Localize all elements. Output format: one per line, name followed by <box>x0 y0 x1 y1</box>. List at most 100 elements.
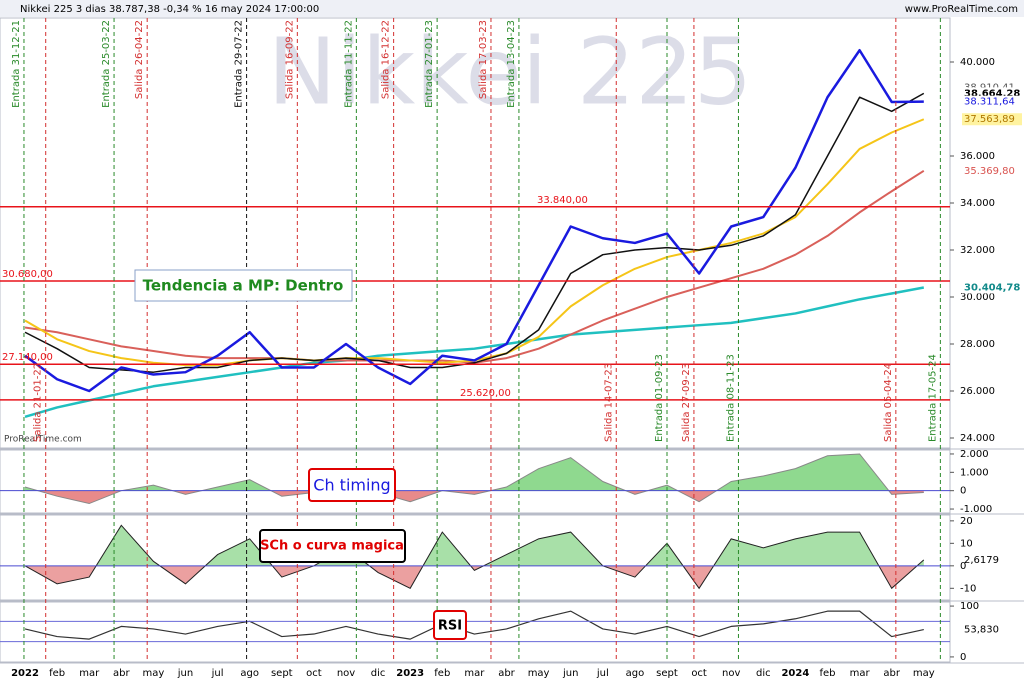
series-line <box>24 48 924 393</box>
series-line <box>24 92 925 373</box>
header-bar <box>0 0 1024 17</box>
series-line <box>24 610 924 640</box>
panel-plot <box>24 453 924 505</box>
y-tick-label: 26.000 <box>960 386 995 397</box>
price-tag: 38.664,28 <box>964 88 1020 99</box>
x-tick-label: may <box>913 668 935 679</box>
plot-layer: 24.000 26.000 28.000 30.000 32.000 34.000 36.0… <box>0 17 1024 679</box>
series-line <box>24 524 925 590</box>
event-label: Entrada 31-12-21 <box>11 20 22 108</box>
level-label: 30.680,00 <box>2 269 53 280</box>
event-label: Entrada 17-05-24 <box>927 354 938 442</box>
x-tick-label: ago <box>626 668 645 679</box>
y-tick-label: 28.000 <box>960 339 995 350</box>
x-tick-label: dic <box>371 668 386 679</box>
x-tick-label: oct <box>306 668 322 679</box>
price-tag-bg <box>962 113 1022 126</box>
header-site: www.ProRealTime.com <box>905 4 1018 15</box>
x-tick-label: jul <box>211 668 224 679</box>
panel-frame <box>0 514 951 601</box>
y-tick-label: 0 <box>960 561 966 572</box>
x-tick-label: feb <box>49 668 65 679</box>
y-tick-label: -1.000 <box>960 504 992 515</box>
header-title: Nikkei 225 3 dias 38.787,38 -0,34 % 16 m… <box>20 4 319 15</box>
y-tick-label: 2.000 <box>960 449 989 460</box>
price-tag-bg <box>962 164 1022 177</box>
y-tick-label: 36.000 <box>960 151 995 162</box>
panel-label-box <box>308 468 396 502</box>
source: ProRealTime.com <box>4 435 82 445</box>
x-tick-label: abr <box>113 668 130 679</box>
y-tick-label: -10 <box>960 583 976 594</box>
event-label: Salida 14-07-23 <box>603 363 614 442</box>
panel-plot <box>24 524 925 590</box>
x-tick-label: jun <box>177 668 193 679</box>
annotation: Tendencia a MP: Dentro <box>143 277 344 295</box>
panel-frame <box>0 17 951 449</box>
y-tick-label: 34.000 <box>960 198 995 209</box>
x-tick-label: feb <box>434 668 450 679</box>
panel-frame <box>0 601 951 663</box>
x-tick-label: mar <box>464 668 485 679</box>
event-label: Salida 17-03-23 <box>478 20 489 99</box>
event-label: Salida 05-04-24 <box>883 363 894 442</box>
y-tick-label: 0 <box>960 486 966 497</box>
x-tick-label: nov <box>337 668 355 679</box>
x-tick-label: mar <box>850 668 871 679</box>
y-tick-label: 1.000 <box>960 467 989 478</box>
y-tick-label: 100 <box>960 601 979 612</box>
panel-label: Ch timing <box>313 476 390 495</box>
x-tick-label: mar <box>79 668 100 679</box>
level-label: 27.140,00 <box>2 352 53 363</box>
positive-area <box>25 453 924 491</box>
event-label: Entrada 01-09-23 <box>654 354 665 442</box>
negative-area <box>25 490 924 504</box>
event-label: Entrada 13-04-23 <box>506 20 517 108</box>
x-tick-label: jun <box>562 668 578 679</box>
event-label: Entrada 27-01-23 <box>424 20 435 108</box>
x-tick-label: nov <box>722 668 740 679</box>
level-label: 33.840,00 <box>537 195 588 206</box>
event-label: Entrada 29-07-22 <box>234 20 245 108</box>
event-label: Entrada 08-11-23 <box>725 354 736 442</box>
x-tick-label: sept <box>271 668 293 679</box>
panel-label: RSI <box>438 619 462 634</box>
level-label: 25.620,00 <box>460 388 511 399</box>
annotation-box <box>134 269 353 302</box>
x-tick-label: sept <box>656 668 678 679</box>
last-value: 53,830 <box>964 625 999 636</box>
price-tag-bg <box>962 95 1022 108</box>
panel-frame <box>0 449 951 514</box>
x-tick-label: may <box>143 668 165 679</box>
x-tick-label: 2024 <box>781 668 809 679</box>
x-tick-label: oct <box>691 668 707 679</box>
event-label: Salida 16-12-22 <box>381 20 392 99</box>
event-label: Salida 21-01-22 <box>33 363 44 442</box>
y-tick-label: 40.000 <box>960 57 995 68</box>
y-tick-label: 24.000 <box>960 433 995 444</box>
x-tick-label: dic <box>756 668 771 679</box>
x-tick-label: abr <box>883 668 900 679</box>
y-tick-label: 10 <box>960 538 973 549</box>
y-tick-label: 0 <box>960 652 966 663</box>
x-tick-label: 2022 <box>11 668 39 679</box>
event-label: Salida 27-09-23 <box>681 363 692 442</box>
event-label: Entrada 25-03-22 <box>101 20 112 108</box>
panel-plot <box>24 610 924 640</box>
event-label: Entrada 11-11-22 <box>343 20 354 108</box>
x-tick-label: feb <box>819 668 835 679</box>
price-tag: 30.404,78 <box>964 282 1020 293</box>
event-label: Salida 26-04-22 <box>134 20 145 99</box>
negative-area <box>25 565 924 589</box>
x-tick-label: abr <box>498 668 515 679</box>
panel-label-box <box>259 529 406 563</box>
x-tick-label: may <box>528 668 550 679</box>
x-tick-label: ago <box>240 668 259 679</box>
price-tag: 35.369,80 <box>964 166 1015 177</box>
panel-label-box <box>433 610 467 640</box>
price-tag: 37.563,89 <box>964 114 1015 125</box>
price-tag: 38.311,64 <box>964 97 1015 108</box>
price-tag-bg <box>962 281 1022 294</box>
event-label: Salida 16-09-22 <box>284 20 295 99</box>
